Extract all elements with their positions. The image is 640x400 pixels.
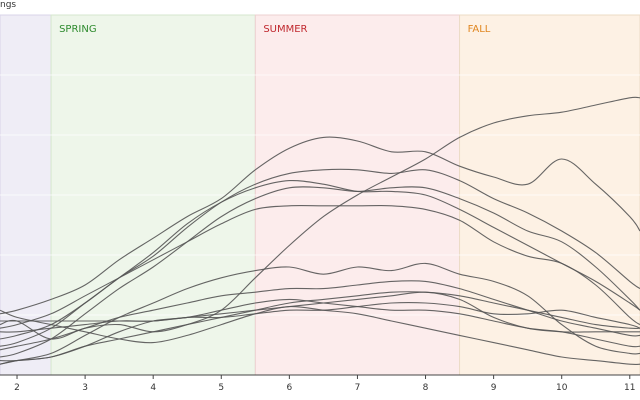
series-line-11 (0, 305, 640, 366)
x-tick-label: 7 (355, 383, 361, 393)
season-labels: SPRING SUMMER FALL (59, 24, 491, 35)
series-line-13 (0, 291, 640, 362)
series-line-4 (0, 179, 640, 347)
series-line-2 (0, 136, 640, 315)
x-tick-label: 11 (624, 383, 635, 393)
x-tick-label: 4 (150, 383, 156, 393)
season-label: SUMMER (263, 24, 307, 35)
series-line-5 (0, 186, 640, 358)
series-lines (0, 96, 640, 366)
series-line-7 (0, 262, 640, 365)
season-label: SPRING (59, 24, 97, 35)
x-tick-label: 9 (491, 383, 497, 393)
x-tick-label: 2 (14, 383, 20, 393)
x-tick-label: 5 (218, 383, 224, 393)
corner-label: ngs (0, 0, 16, 10)
x-tick-label: 10 (556, 383, 568, 393)
x-tick-label: 6 (286, 383, 292, 393)
series-line-6 (0, 204, 640, 329)
series-line-1 (0, 96, 640, 340)
series-line-12 (0, 298, 640, 365)
season-label: FALL (468, 24, 491, 35)
x-ticks: 2 3 4 5 6 7 8 9 10 11 (14, 375, 636, 393)
x-tick-label: 8 (423, 383, 429, 393)
series-line-10 (0, 280, 640, 351)
x-tick-label: 3 (82, 383, 88, 393)
